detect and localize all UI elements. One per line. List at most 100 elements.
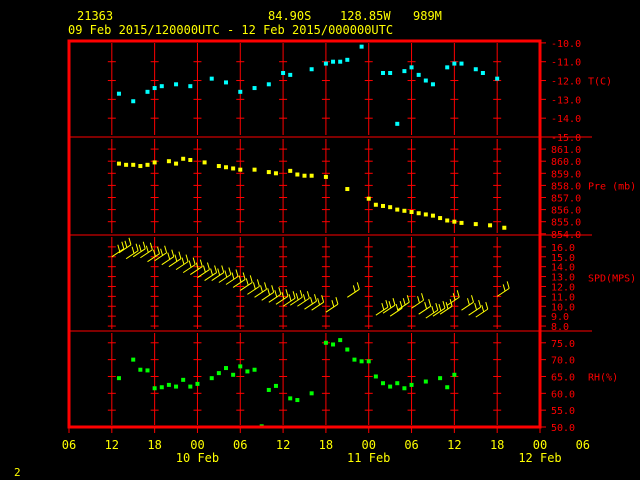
station-lat: 84.90S	[268, 9, 312, 23]
pressure-point	[224, 165, 228, 170]
temp-point	[409, 65, 414, 70]
x-tick-label: 06	[233, 438, 247, 452]
rh-point	[295, 398, 300, 403]
wind-barb	[325, 297, 339, 313]
wind-barb	[311, 295, 325, 311]
wind-barb	[375, 300, 389, 316]
y-tick-label: 13.0	[551, 273, 575, 284]
wind-barb	[418, 299, 432, 315]
pressure-point	[373, 202, 378, 207]
temp-point	[416, 72, 421, 77]
pressure-point	[145, 162, 150, 167]
y-tick-label: 50.0	[551, 423, 575, 434]
temp-point	[338, 59, 343, 64]
wind-barb	[297, 291, 310, 307]
rh-point	[188, 384, 193, 389]
wind-barb	[304, 294, 317, 310]
y-tick-label: 65.0	[551, 372, 575, 383]
station-elev: 989M	[413, 9, 442, 23]
panel-label: Pre (mb)	[588, 181, 636, 192]
rh-point	[288, 396, 293, 401]
rh-point	[338, 338, 343, 343]
wind-barb	[190, 259, 203, 276]
temp-point	[309, 67, 314, 72]
wind-barb	[275, 289, 289, 305]
temp-point	[445, 65, 450, 70]
pressure-point	[166, 159, 171, 164]
pressure-point	[366, 196, 371, 201]
wind-barb	[396, 295, 410, 311]
y-tick-label: 856.0	[551, 206, 581, 217]
rh-point	[273, 383, 278, 388]
pressure-point	[416, 211, 421, 216]
pressure-point	[238, 167, 243, 172]
rh-point	[373, 374, 378, 379]
rh-point	[138, 367, 143, 372]
pressure-point	[395, 207, 400, 212]
station-id: 21363	[77, 9, 114, 23]
pressure-point	[459, 220, 464, 225]
pressure-point	[488, 223, 493, 228]
wind-barb	[218, 267, 232, 283]
pressure-point	[345, 187, 350, 192]
temp-point	[495, 76, 500, 81]
y-tick-label: 12.0	[551, 282, 575, 293]
rh-point	[231, 372, 236, 377]
pressure-point	[473, 222, 478, 227]
y-tick-label: 10.0	[551, 302, 575, 313]
wind-barb	[168, 251, 182, 268]
wind-barb	[475, 302, 489, 318]
pressure-point	[202, 160, 207, 165]
day-label: 11 Feb	[347, 451, 390, 465]
rh-point	[345, 347, 350, 352]
wind-barb	[125, 243, 139, 260]
y-tick-label: 11.0	[551, 292, 575, 303]
wind-barb	[268, 287, 282, 303]
temp-point	[209, 76, 214, 81]
pressure-point	[124, 162, 129, 167]
rh-point	[152, 386, 157, 391]
pressure-point	[138, 164, 143, 169]
temp-point	[174, 82, 179, 87]
y-tick-label: -15.0	[551, 133, 581, 144]
pressure-point	[174, 161, 179, 166]
pressure-point	[430, 213, 435, 218]
pressure-point	[438, 216, 443, 221]
temp-point	[480, 71, 485, 75]
pressure-point	[388, 205, 393, 210]
pressure-point	[295, 172, 300, 177]
rh-point	[452, 372, 457, 377]
wind-barb	[496, 281, 510, 297]
rh-point	[266, 387, 271, 392]
y-tick-label: 70.0	[551, 356, 575, 367]
temp-point	[323, 61, 328, 66]
rh-point	[438, 376, 443, 381]
rh-point	[409, 382, 414, 387]
x-tick-label: 00	[533, 438, 547, 452]
y-tick-label: -13.0	[551, 95, 581, 106]
temp-point	[430, 82, 435, 87]
wind-barb	[289, 290, 303, 306]
temp-point	[131, 99, 136, 104]
rh-point	[159, 385, 164, 390]
wind-barb	[439, 299, 453, 315]
wind-barb	[261, 285, 275, 301]
y-tick-label: 857.0	[551, 193, 581, 204]
rh-point	[181, 377, 186, 382]
y-tick-label: -11.0	[551, 58, 581, 69]
pressure-point	[309, 173, 314, 178]
rh-point	[395, 381, 400, 386]
x-tick-label: 06	[576, 438, 590, 452]
y-tick-label: 60.0	[551, 389, 575, 400]
rh-point	[309, 391, 314, 396]
y-tick-label: 16.0	[551, 243, 575, 254]
panel-label: RH(%)	[588, 372, 618, 383]
y-tick-label: -14.0	[551, 114, 581, 125]
pressure-point	[445, 218, 450, 223]
y-tick-label: 55.0	[551, 406, 575, 417]
wind-barb	[161, 249, 175, 266]
x-tick-label: 00	[362, 438, 376, 452]
x-tick-label: 12	[105, 438, 119, 452]
rh-point	[359, 359, 364, 364]
